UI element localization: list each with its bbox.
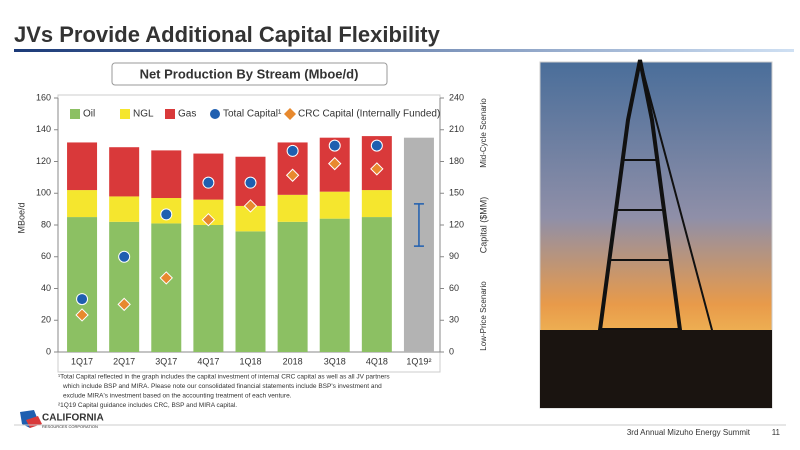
legend-swatch — [120, 109, 130, 119]
y-tick-label: 40 — [41, 283, 51, 293]
bar-segment — [319, 191, 350, 219]
y2-tick-label: 240 — [449, 92, 464, 102]
total-capital-marker — [118, 250, 131, 263]
total-capital-marker — [286, 144, 299, 157]
y2-tick-label: 60 — [449, 283, 459, 293]
bar-segment — [109, 147, 140, 197]
y2-tick-label: 120 — [449, 219, 464, 229]
total-capital-marker — [370, 139, 383, 152]
chart-title-box — [111, 62, 388, 86]
total-capital-marker — [160, 208, 173, 221]
crc-capital-marker — [159, 271, 173, 285]
crc-capital-marker — [285, 168, 300, 182]
x-tick-label: 2018 — [283, 356, 303, 366]
y-tick-label: 60 — [41, 251, 51, 261]
x-tick-label: 1Q19² — [406, 356, 431, 366]
footer-event: 3rd Annual Mizuho Energy Summit — [627, 428, 751, 437]
y-tick-label: 100 — [36, 188, 51, 198]
y2-tick-label: 180 — [449, 156, 464, 166]
legend-swatch — [210, 109, 220, 119]
footer-page: 11 — [772, 428, 781, 437]
y-tick-label: 120 — [36, 156, 51, 166]
crc-capital-marker — [117, 297, 131, 312]
legend-swatch — [284, 108, 296, 120]
bar-segment — [151, 223, 182, 352]
y2-axis-label: Capital ($MM) — [478, 197, 488, 254]
slide-title: JVs Provide Additional Capital Flexibili… — [14, 22, 441, 47]
logo: CALIFORNIA RESOURCES CORPORATION — [20, 410, 104, 429]
y-tick-label: 80 — [41, 219, 51, 229]
bar-segment — [109, 221, 140, 352]
legend-label: CRC Capital (Internally Funded) — [298, 109, 440, 120]
bar-segment — [193, 225, 224, 352]
bar-segment — [319, 218, 350, 352]
capital-range — [413, 203, 424, 247]
logo-sub: RESOURCES CORPORATION — [42, 424, 98, 429]
x-tick-label: 3Q18 — [324, 356, 346, 366]
x-tick-label: 3Q17 — [155, 356, 177, 366]
y-tick-label: 20 — [41, 315, 51, 325]
y2-annotation: Low-Price Scenario — [479, 281, 488, 351]
bar-segment — [67, 142, 98, 191]
x-tick-label: 4Q17 — [197, 356, 219, 366]
x-tick-label: 1Q18 — [239, 356, 261, 366]
logo-name: CALIFORNIA — [42, 413, 104, 424]
bar-segment — [361, 190, 392, 218]
total-capital-marker — [202, 176, 215, 189]
y-tick-label: 140 — [36, 124, 51, 134]
footnote: ¹Total Capital reflected in the graph in… — [58, 374, 390, 381]
crc-capital-marker — [243, 199, 258, 213]
y2-annotation: Mid-Cycle Scenario — [479, 98, 488, 168]
y-tick-label: 0 — [46, 346, 51, 356]
bar-segment — [67, 217, 98, 352]
y2-tick-label: 0 — [449, 346, 454, 356]
photo — [539, 59, 773, 409]
crc-capital-marker — [328, 156, 342, 171]
x-tick-label: 1Q17 — [71, 356, 93, 366]
chart-title: Net Production By Stream (Mboe/d) — [140, 66, 359, 81]
crc-capital-marker — [201, 213, 216, 227]
title-rule — [14, 49, 794, 52]
legend-label: Oil — [83, 109, 95, 120]
footnote: exclude MIRA's investment based on the a… — [63, 393, 292, 400]
bar-segment — [361, 217, 392, 352]
bar-segment — [235, 231, 266, 352]
legend-swatch — [165, 109, 175, 119]
y2-tick-label: 90 — [449, 251, 459, 261]
bar-segment — [109, 196, 140, 222]
total-capital-marker — [244, 176, 257, 189]
footnote: ²1Q19 Capital guidance includes CRC, BSP… — [58, 402, 237, 409]
total-capital-marker — [328, 139, 341, 152]
bar-segment — [277, 194, 308, 222]
legend-label: Total Capital¹ — [223, 109, 282, 120]
legend-swatch — [70, 109, 80, 119]
x-tick-label: 4Q18 — [366, 356, 388, 366]
footnote: which include BSP and MIRA. Please note … — [62, 383, 382, 390]
y2-tick-label: 150 — [449, 188, 464, 198]
bar-segment — [277, 221, 308, 352]
y2-tick-label: 30 — [449, 315, 459, 325]
y2-tick-label: 210 — [449, 124, 464, 134]
bar-segment — [151, 150, 182, 199]
crc-capital-marker — [75, 308, 89, 322]
x-tick-label: 2Q17 — [113, 356, 135, 366]
legend-label: NGL — [133, 109, 154, 120]
bar-segment — [67, 190, 98, 218]
y-tick-label: 160 — [36, 92, 51, 102]
crc-capital-marker — [370, 162, 384, 176]
y-axis-label: MBoe/d — [16, 202, 26, 233]
legend-label: Gas — [178, 109, 196, 120]
total-capital-marker — [76, 293, 89, 306]
bar-segment — [193, 153, 224, 200]
